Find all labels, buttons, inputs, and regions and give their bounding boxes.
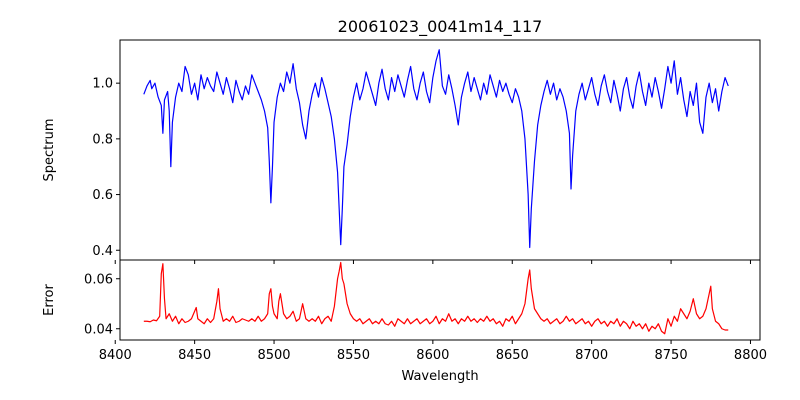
- error-xtick-label: 8400: [99, 348, 132, 363]
- spectrum-ytick-label: 0.8: [92, 132, 113, 147]
- error-axes: 0.04 0.06 8400 8450 8500 8550 8600 8650 8700 8750…: [42, 259, 767, 384]
- spectrum-ytick-label: 0.6: [92, 188, 113, 203]
- error-series-line: [143, 261, 729, 335]
- error-xtick-label: 8500: [257, 348, 290, 363]
- error-xtick-label: 8800: [734, 348, 767, 363]
- error-xtick-label: 8650: [496, 348, 529, 363]
- error-ytick-label: 0.04: [84, 322, 113, 337]
- spectrum-series-line: [143, 49, 729, 249]
- error-xtick-label: 8700: [575, 348, 608, 363]
- chart-title: 20061023_0041m14_117: [338, 17, 543, 37]
- error-ylabel: Error: [42, 284, 57, 316]
- error-ytick-label: 0.06: [84, 272, 113, 287]
- error-xtick-label: 8600: [416, 348, 449, 363]
- error-xlabel: Wavelength: [401, 369, 478, 384]
- error-xtick-label: 8450: [178, 348, 211, 363]
- error-xtick-label: 8750: [655, 348, 688, 363]
- error-xtick-label: 8550: [337, 348, 370, 363]
- spectrum-ylabel: Spectrum: [42, 119, 57, 182]
- error-axes-frame: [119, 259, 761, 341]
- spectrum-ytick-label: 0.4: [92, 244, 113, 259]
- spectrum-ytick-label: 1.0: [92, 77, 113, 92]
